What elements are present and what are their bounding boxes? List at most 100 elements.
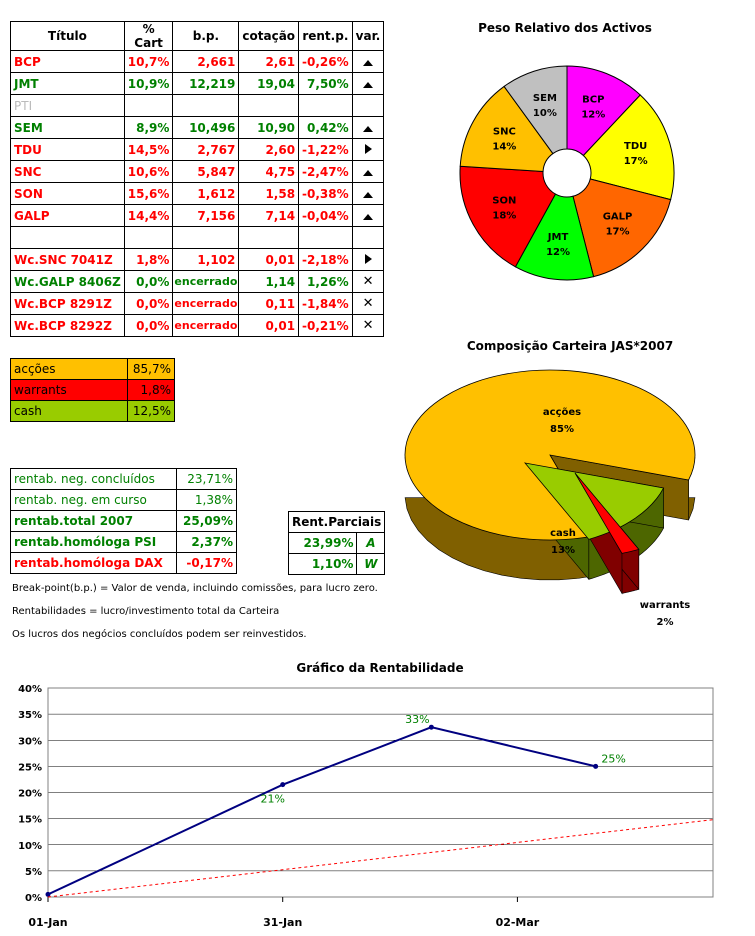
holding-pct: 8,9%: [123, 116, 174, 139]
holding-var: ✕: [351, 270, 385, 293]
holding-quote: [238, 94, 300, 117]
col-title-header: Título: [10, 21, 125, 51]
holding-return: -0,38%: [298, 182, 353, 205]
holding-row: SON 15,6% 1,612 1,58 -0,38%: [10, 182, 385, 205]
holding-pct: 1,8%: [123, 248, 174, 271]
holding-title: GALP: [10, 204, 125, 227]
holding-return: -0,26%: [298, 50, 353, 73]
holding-pct: 0,0%: [123, 314, 174, 337]
holding-var: [351, 248, 385, 271]
holding-title: PTI: [10, 94, 125, 117]
holding-row: SEM 8,9% 10,496 10,90 0,42%: [10, 116, 385, 139]
doughnut-slice-pct: 12%: [546, 247, 570, 258]
allocation-table: acções 85,7% warrants 1,8% cash 12,5%: [9, 358, 175, 422]
doughnut-slice-label: BCP: [582, 95, 604, 106]
holding-return: -0,04%: [298, 204, 353, 227]
partials-header: Rent.Parciais: [287, 511, 386, 533]
holding-var: ✕: [351, 314, 385, 337]
return-label: rentab.total 2007: [9, 510, 178, 532]
return-row: rentab.total 2007 25,09%: [9, 510, 237, 532]
line-title: Gráfico da Rentabilidade: [296, 661, 464, 675]
series-point: [593, 763, 599, 769]
doughnut-slice-label: GALP: [603, 212, 633, 223]
holding-row: SNC 10,6% 5,847 4,75 -2,47%: [10, 160, 385, 183]
note-profits: Os lucros dos negócios concluídos podem …: [12, 629, 307, 640]
allocation-row: acções 85,7%: [9, 358, 175, 380]
partials-table: Rent.Parciais 23,99% A 1,10% W: [287, 511, 386, 575]
col-bp-header: b.p.: [172, 21, 240, 51]
holding-bp: 5,847: [172, 160, 240, 183]
holding-title: BCP: [10, 50, 125, 73]
partial-value: 23,99%: [287, 532, 358, 554]
doughnut-slice: [503, 65, 568, 155]
holding-return: -0,21%: [298, 314, 353, 337]
holding-pct: 10,7%: [123, 50, 174, 73]
holding-return: -2,47%: [298, 160, 353, 183]
holding-bp: 7,156: [172, 204, 240, 227]
arrow-up-icon: [363, 169, 374, 176]
holding-quote: 0,01: [238, 314, 300, 337]
holding-pct: 10,6%: [123, 160, 174, 183]
holdings-table: Título % Cart b.p. cotação rent.p. var. …: [10, 21, 385, 337]
holding-title: Wc.BCP 8292Z: [10, 314, 125, 337]
series-point: [45, 891, 51, 897]
doughnut-chart: BCP 12% TDU 17% GALP 17% JMT 12% SON 18% SNC 14% SEM…: [459, 65, 675, 281]
holding-var: [351, 226, 385, 249]
holding-return: -1,84%: [298, 292, 353, 315]
point-data-label: 25%: [601, 752, 625, 765]
arrow-up-icon: [363, 81, 374, 88]
y-tick-label: 0%: [25, 893, 42, 904]
holding-row: PTI: [10, 94, 385, 117]
holding-var: ✕: [351, 292, 385, 315]
holding-var: [351, 204, 385, 227]
holding-quote: 10,90: [238, 116, 300, 139]
pie3d-chart: acções 85% cash 13% warrants 2%: [404, 369, 696, 628]
holdings-header-row: Título % Cart b.p. cotação rent.p. var.: [10, 21, 385, 51]
holding-quote: 0,01: [238, 248, 300, 271]
note-breakpoint: Break-point(b.p.) = Valor de venda, incl…: [12, 583, 378, 594]
holding-bp: 10,496: [172, 116, 240, 139]
holding-quote: 19,04: [238, 72, 300, 95]
holding-quote: 1,58: [238, 182, 300, 205]
pie3d-slice: [574, 472, 640, 554]
pie3d-label: warrants: [640, 600, 690, 611]
partial-value: 1,10%: [287, 553, 358, 575]
holding-title: TDU: [10, 138, 125, 161]
x-tick-label: 01-Jan: [28, 916, 67, 929]
holding-return: [298, 226, 353, 249]
doughnut-slice: [582, 94, 675, 201]
holding-var: [351, 160, 385, 183]
holding-pct: [123, 226, 174, 249]
holding-title: [10, 226, 125, 249]
holding-return: 7,50%: [298, 72, 353, 95]
allocation-label: cash: [9, 400, 129, 422]
holding-var: [351, 72, 385, 95]
col-quote-header: cotação: [238, 21, 300, 51]
holding-bp: [172, 94, 240, 117]
return-row: rentab.homóloga DAX -0,17%: [9, 552, 237, 574]
doughnut-slice: [459, 165, 557, 268]
holding-quote: 2,60: [238, 138, 300, 161]
holding-var: [351, 94, 385, 117]
holding-row: Wc.BCP 8292Z 0,0% encerrado 0,01 -0,21% ✕: [10, 314, 385, 337]
doughnut-slice-label: SNC: [493, 127, 516, 138]
return-value: 23,71%: [176, 468, 237, 490]
cross-icon: ✕: [362, 274, 374, 289]
arrow-right-icon: [364, 143, 372, 154]
y-tick-label: 5%: [25, 867, 42, 878]
doughnut-slice-pct: 17%: [606, 227, 630, 238]
holding-row: [10, 226, 385, 249]
holding-bp: encerrado: [172, 292, 240, 315]
holding-title: Wc.GALP 8406Z: [10, 270, 125, 293]
doughnut-slice: [566, 65, 641, 157]
holding-pct: 0,0%: [123, 292, 174, 315]
holding-var: [351, 182, 385, 205]
doughnut-title: Peso Relativo dos Activos: [478, 21, 652, 35]
doughnut-slice: [514, 193, 595, 281]
return-value: -0,17%: [176, 552, 237, 574]
col-return-header: rent.p.: [298, 21, 353, 51]
col-pct-header: % Cart: [123, 21, 174, 51]
holding-bp: [172, 226, 240, 249]
arrow-up-icon: [363, 59, 374, 66]
holding-bp: 12,219: [172, 72, 240, 95]
